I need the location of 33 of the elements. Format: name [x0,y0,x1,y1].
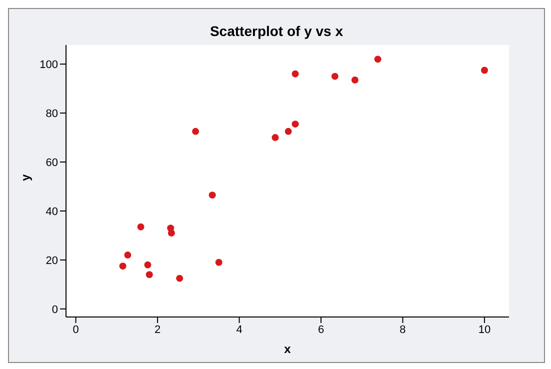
point [331,72,338,80]
y-tick-label: 0 [52,304,58,316]
point [292,70,299,78]
point [192,128,200,135]
point [208,192,216,199]
point [119,262,126,270]
point [272,134,279,142]
point [292,120,299,128]
x-tick-label: 2 [154,324,161,336]
y-tick-label: 40 [46,206,58,218]
point [351,76,358,84]
point [284,128,292,135]
y-tick-label: 20 [46,254,58,267]
x-axis-title: x [284,342,292,356]
y-tick-label: 80 [46,108,58,120]
x-tick-label: 6 [318,324,324,336]
y-tick-label: 100 [40,59,58,71]
point [215,258,222,266]
x-tick-label: 4 [236,324,242,336]
point [146,271,153,278]
point [374,56,382,63]
point [124,252,132,259]
y-axis-title: y [18,174,32,181]
chart-title: Scatterplot of y vs x [208,23,344,39]
point [168,230,175,237]
point [480,66,488,74]
point [176,274,184,282]
x-tick-label: 10 [478,324,491,336]
y-tick-label: 60 [46,156,58,169]
point [137,223,144,230]
x-tick-label: 0 [72,324,79,336]
x-tick-label: 8 [400,324,406,336]
point [144,261,152,268]
